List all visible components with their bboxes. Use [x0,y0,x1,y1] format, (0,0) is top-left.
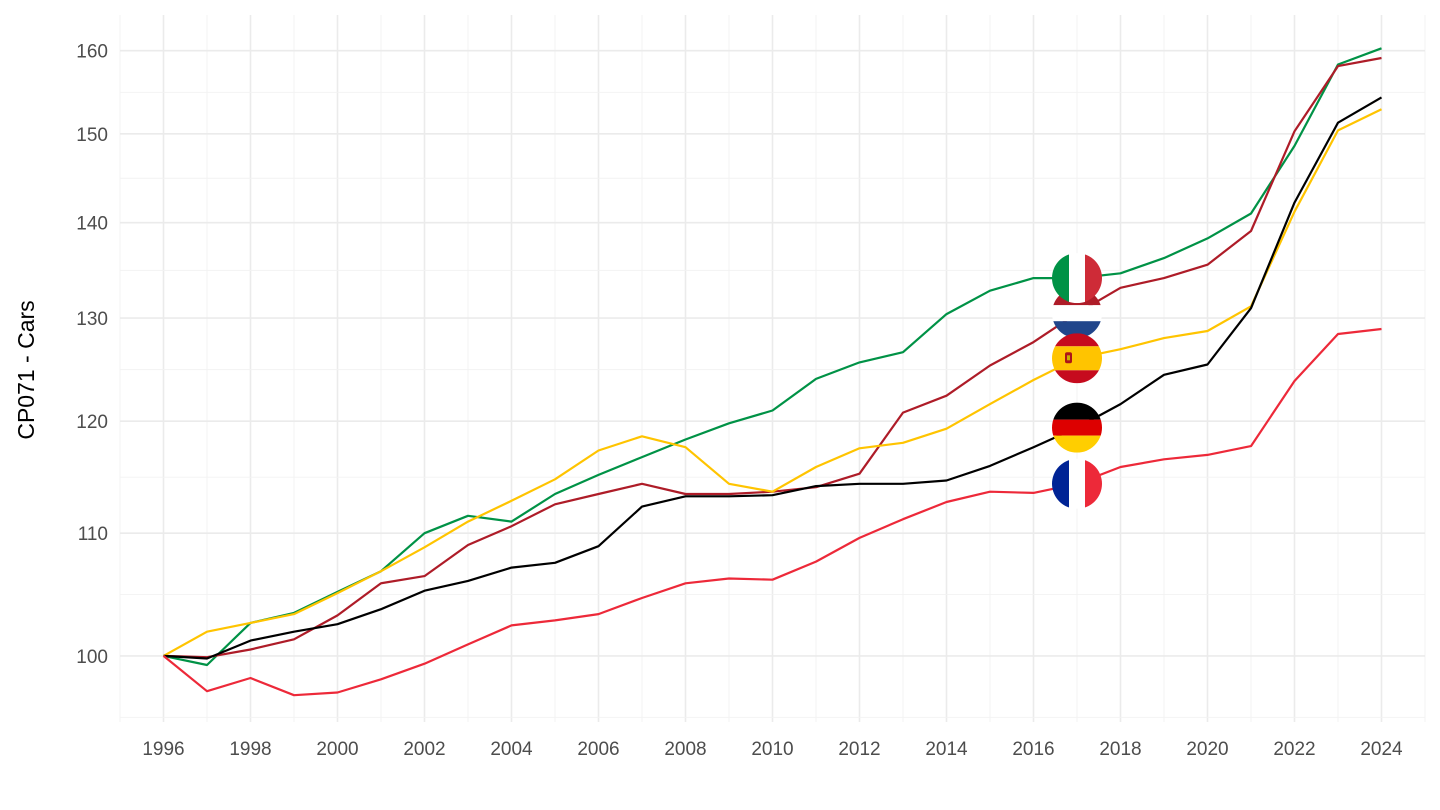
flag-spain-icon [1052,333,1102,384]
flag-france-icon [1052,458,1102,509]
x-tick-label: 1998 [229,739,271,760]
y-tick-label: 150 [76,125,108,146]
y-tick-label: 100 [76,647,108,668]
x-tick-label: 2018 [1099,739,1141,760]
flag-italy-icon [1052,253,1102,304]
x-tick-label: 2006 [577,739,619,760]
x-tick-label: 2020 [1186,739,1228,760]
y-tick-label: 160 [76,42,108,63]
y-axis-label: CP071 - Cars [13,300,39,439]
series-lines [162,47,1383,697]
y-tick-label: 120 [76,412,108,433]
x-tick-label: 2004 [490,739,533,760]
x-tick-label: 2012 [838,739,880,760]
y-tick-label: 140 [76,214,108,235]
x-tick-label: 1996 [142,739,184,760]
x-tick-label: 2000 [316,739,358,760]
grid [119,15,1426,722]
series-line-france [162,327,1382,697]
x-axis-ticks: 1996 1998 2000 2002 2004 2006 2008 2010 2012 2014… [142,739,1403,760]
x-tick-label: 2002 [403,739,445,760]
y-tick-label: 110 [78,524,108,545]
series-line-spain [162,108,1382,657]
y-tick-label: 130 [76,309,108,330]
x-tick-label: 2008 [664,739,706,760]
flag-germany-icon [1052,402,1102,453]
x-tick-label: 2022 [1273,739,1315,760]
series-line-germany [163,96,1383,660]
x-tick-label: 2024 [1360,739,1403,760]
y-axis-ticks: 100 110 120 130 140 150 160 [76,42,108,668]
x-tick-label: 2010 [751,739,793,760]
x-tick-label: 2016 [1012,739,1054,760]
x-tick-label: 2014 [925,739,968,760]
flag-markers [1052,253,1102,509]
